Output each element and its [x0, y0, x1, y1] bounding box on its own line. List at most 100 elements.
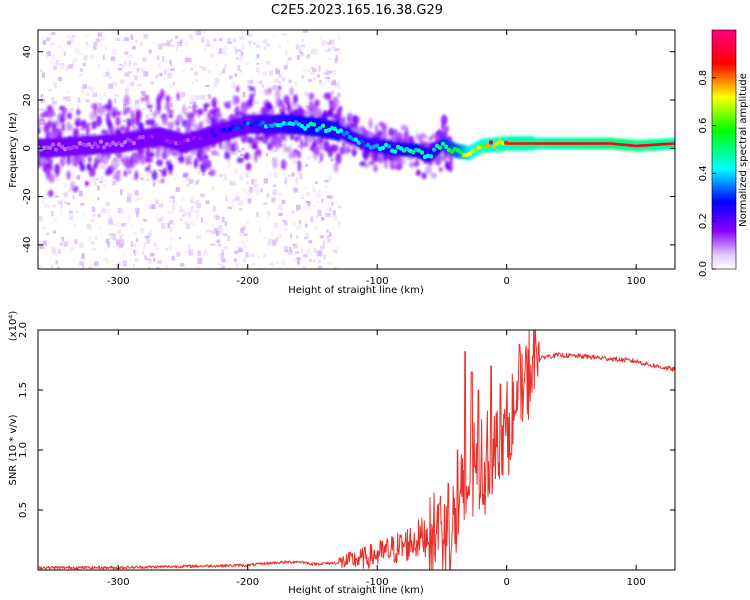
noise-speckle: [220, 264, 223, 269]
noise-speckle: [69, 215, 74, 221]
noise-speckle: [97, 213, 101, 218]
ridge-point: [443, 144, 449, 150]
noise-speckle: [321, 250, 325, 254]
noise-speckle: [336, 92, 341, 98]
noise-speckle: [111, 180, 117, 186]
noise-speckle: [255, 190, 260, 196]
noise-speckle: [42, 40, 46, 45]
noise-speckle: [196, 202, 201, 209]
ridge-point: [200, 132, 206, 137]
noise-speckle: [332, 80, 336, 84]
noise-speckle: [169, 220, 174, 225]
noise-speckle: [273, 184, 277, 187]
noise-speckle: [321, 216, 324, 221]
noise-speckle: [307, 206, 311, 210]
noise-speckle: [184, 211, 190, 217]
noise-speckle: [108, 76, 112, 79]
noise-speckle: [221, 249, 225, 256]
noise-speckle: [191, 82, 194, 85]
noise-speckle: [247, 198, 252, 204]
noise-speckle: [245, 252, 249, 258]
noise-speckle: [126, 192, 132, 199]
band-blob: [72, 127, 79, 139]
noise-speckle: [169, 44, 175, 48]
noise-speckle: [255, 57, 258, 61]
noise-speckle: [134, 258, 139, 262]
noise-speckle: [319, 82, 324, 86]
noise-speckle: [306, 248, 312, 255]
noise-speckle: [210, 230, 214, 235]
band-blob: [66, 170, 71, 180]
noise-speckle: [302, 266, 307, 269]
band-column: [444, 137, 447, 152]
band-blob: [271, 136, 278, 147]
band-blob: [182, 104, 186, 115]
noise-speckle: [243, 233, 248, 236]
noise-speckle: [263, 178, 268, 184]
band-blob: [309, 102, 315, 110]
noise-speckle: [75, 176, 78, 180]
band-blob: [211, 150, 218, 156]
band-column: [58, 137, 61, 157]
band-column: [100, 134, 103, 155]
noise-speckle: [233, 258, 237, 262]
noise-speckle: [186, 183, 190, 187]
noise-speckle: [304, 237, 309, 240]
x-tick-label: -200: [236, 577, 259, 588]
noise-speckle: [144, 34, 150, 37]
noise-speckle: [305, 223, 308, 228]
noise-speckle: [272, 189, 278, 195]
noise-speckle: [305, 100, 308, 104]
noise-speckle: [51, 53, 56, 60]
noise-speckle: [335, 246, 340, 250]
band-blob: [277, 85, 282, 91]
noise-speckle: [46, 53, 49, 59]
noise-speckle: [291, 156, 294, 163]
noise-speckle: [191, 197, 194, 203]
noise-speckle: [89, 54, 95, 60]
noise-speckle: [310, 216, 314, 223]
noise-speckle: [260, 105, 266, 108]
band-blob: [419, 134, 423, 146]
band-blob: [308, 92, 315, 101]
noise-speckle: [120, 39, 125, 42]
band-blob: [74, 120, 81, 127]
noise-speckle: [227, 235, 230, 242]
noise-speckle: [41, 127, 46, 131]
noise-speckle: [284, 225, 287, 231]
noise-speckle: [238, 150, 242, 153]
noise-speckle: [46, 232, 50, 235]
band-blob: [236, 157, 244, 164]
colorbar-ticks: 0.0 0.2 0.4 0.6 0.8: [698, 70, 716, 277]
noise-speckle: [62, 181, 67, 188]
noise-speckle: [338, 205, 342, 209]
band-blob: [104, 169, 112, 176]
noise-speckle: [254, 178, 257, 184]
noise-speckle: [41, 72, 46, 78]
noise-speckle: [168, 60, 172, 65]
noise-speckle: [240, 153, 244, 157]
noise-speckle: [55, 60, 60, 66]
noise-speckle: [288, 79, 292, 83]
band-blob: [292, 149, 299, 154]
noise-speckle: [219, 174, 223, 177]
noise-speckle: [134, 99, 140, 106]
band-blob: [294, 135, 299, 143]
band-blob: [61, 123, 66, 132]
noise-speckle: [234, 196, 240, 201]
noise-speckle: [189, 179, 194, 184]
noise-speckle: [105, 202, 110, 206]
band-blob: [346, 112, 354, 125]
noise-speckle: [190, 220, 195, 226]
band-blob: [317, 144, 324, 151]
noise-speckle: [156, 260, 162, 264]
noise-speckle: [59, 212, 62, 216]
noise-speckle: [140, 177, 144, 181]
noise-speckle: [296, 261, 301, 265]
noise-speckle: [313, 259, 316, 263]
noise-speckle: [287, 250, 292, 255]
noise-speckle: [332, 248, 336, 254]
noise-speckle: [146, 178, 150, 182]
noise-speckle: [245, 237, 248, 243]
noise-speckle: [97, 32, 102, 37]
